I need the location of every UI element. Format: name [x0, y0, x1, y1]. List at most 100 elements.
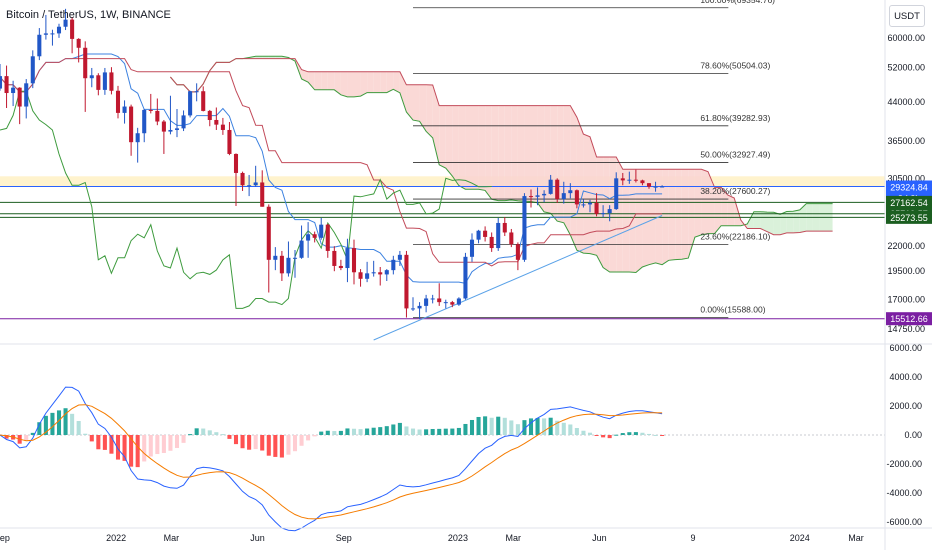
fib-level-label: 0.00%(15588.00)	[700, 305, 765, 315]
candle-body	[326, 225, 330, 251]
candle-body	[470, 240, 474, 257]
macd-histogram-bar	[103, 435, 107, 450]
macd-histogram-bar	[280, 435, 284, 458]
cloud-segment	[577, 117, 584, 253]
candle-body	[431, 298, 435, 299]
candle-body	[581, 204, 585, 205]
cloud-segment	[308, 72, 315, 90]
candle-body	[90, 75, 94, 78]
macd-histogram-bar	[90, 435, 94, 441]
macd-histogram-bar	[457, 428, 461, 435]
candle-body	[18, 88, 22, 107]
currency-button[interactable]: USDT	[889, 5, 925, 27]
candle-body	[568, 190, 572, 193]
cloud-segment	[623, 169, 630, 272]
candle-body	[234, 154, 238, 173]
macd-histogram-bar	[129, 435, 133, 467]
price-tick-label: 60000.00	[887, 33, 925, 43]
candle-body	[378, 272, 382, 274]
candle-body	[437, 298, 441, 302]
candle-body	[411, 308, 415, 309]
candle-body	[280, 256, 284, 274]
candle-body	[621, 178, 625, 180]
candle-body	[345, 248, 349, 268]
macd-histogram-bar	[182, 435, 186, 443]
macd-histogram-bar	[155, 435, 159, 454]
cloud-segment	[544, 106, 551, 214]
macd-histogram-bar	[424, 429, 428, 435]
cloud-segment	[380, 72, 387, 93]
candle-body	[306, 234, 310, 240]
macd-histogram-bar	[404, 426, 408, 435]
time-axis-label: 2023	[448, 533, 468, 543]
macd-histogram-bar	[241, 435, 245, 448]
time-axis-label: Mar	[505, 533, 521, 543]
candle-body	[640, 180, 644, 183]
macd-tick-label: -2000.00	[886, 459, 922, 469]
macd-histogram-bar	[77, 421, 81, 435]
macd-histogram-bar	[339, 431, 343, 435]
cloud-segment	[531, 106, 538, 203]
macd-histogram-bar	[516, 424, 520, 435]
macd-histogram-bar	[444, 429, 448, 435]
cloud-segment	[446, 106, 453, 176]
chart-canvas[interactable]: 100.00%(69354.76)78.60%(50504.03)61.80%(…	[0, 0, 932, 550]
macd-histogram-bar	[260, 435, 264, 451]
candle-body	[608, 209, 612, 213]
cloud-segment	[479, 106, 486, 191]
candle-body	[418, 306, 422, 309]
candle-body	[24, 83, 28, 106]
cloud-segment	[728, 195, 735, 226]
candle-body	[614, 178, 618, 209]
cloud-segment	[800, 204, 807, 233]
cloud-segment	[472, 106, 479, 190]
macd-histogram-bar	[221, 434, 225, 435]
macd-histogram-bar	[588, 433, 592, 435]
chart-title: Bitcoin / TetherUS, 1W, BINANCE	[6, 9, 171, 21]
candle-body	[123, 107, 127, 113]
price-tag-value: 15512.66	[890, 314, 928, 324]
candle-body	[149, 110, 153, 111]
candle-body	[162, 122, 166, 132]
price-tick-label: 22000.00	[887, 241, 925, 251]
candle-body	[254, 182, 258, 185]
cloud-segment	[774, 212, 781, 234]
macd-histogram-bar	[188, 434, 192, 435]
macd-histogram-bar	[627, 432, 631, 435]
macd-histogram-bar	[254, 435, 258, 449]
cloud-segment	[413, 85, 420, 121]
macd-tick-label: -4000.00	[886, 488, 922, 498]
candle-body	[660, 186, 664, 187]
candle-body	[286, 258, 290, 274]
candle-body	[549, 180, 553, 194]
candle-body	[77, 39, 81, 48]
macd-histogram-bar	[201, 429, 205, 435]
candle-body	[372, 272, 376, 273]
macd-histogram-bar	[168, 435, 172, 451]
candle-body	[529, 196, 533, 197]
candle-body	[136, 133, 140, 142]
macd-histogram-bar	[509, 420, 513, 435]
candle-body	[385, 270, 389, 274]
macd-histogram-bar	[640, 433, 644, 435]
macd-histogram-bar	[568, 424, 572, 435]
macd-histogram-bar	[542, 418, 546, 435]
candle-body	[241, 173, 245, 185]
macd-histogram-bar	[247, 435, 251, 450]
macd-histogram-bar	[418, 430, 422, 435]
candle-body	[339, 266, 343, 268]
candle-body	[444, 302, 448, 303]
time-axis-label: Sep	[336, 533, 352, 543]
macd-histogram-bar	[214, 432, 218, 435]
candle-body	[595, 203, 599, 214]
cloud-segment	[603, 157, 610, 272]
macd-histogram-bar	[490, 418, 494, 435]
cloud-segment	[787, 211, 794, 233]
macd-histogram-bar	[83, 434, 87, 435]
cloud-segment	[610, 157, 617, 272]
macd-tick-label: -6000.00	[886, 517, 922, 527]
macd-histogram-bar	[575, 428, 579, 435]
cloud-segment	[551, 106, 558, 221]
macd-histogram-bar	[595, 435, 599, 436]
candle-body	[37, 35, 41, 57]
